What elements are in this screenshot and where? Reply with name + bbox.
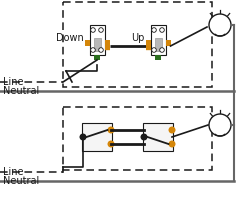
Bar <box>143 123 173 151</box>
Circle shape <box>168 140 175 148</box>
Bar <box>155 55 161 60</box>
Circle shape <box>91 48 95 52</box>
Circle shape <box>152 28 156 32</box>
Circle shape <box>209 114 231 136</box>
Circle shape <box>99 28 103 32</box>
Text: Line: Line <box>3 167 24 177</box>
Bar <box>94 55 100 60</box>
Text: Up: Up <box>131 33 145 43</box>
Bar <box>82 123 112 151</box>
Text: Neutral: Neutral <box>3 176 39 186</box>
Circle shape <box>160 48 164 52</box>
Bar <box>166 40 170 46</box>
Bar <box>89 25 105 55</box>
Circle shape <box>168 126 175 134</box>
Bar <box>94 38 100 51</box>
Circle shape <box>80 134 87 140</box>
Text: Down: Down <box>56 33 83 43</box>
Text: Line: Line <box>3 77 24 87</box>
Circle shape <box>107 140 114 148</box>
Circle shape <box>141 134 147 140</box>
Circle shape <box>152 48 156 52</box>
Circle shape <box>209 14 231 36</box>
Bar <box>150 25 166 55</box>
Bar <box>105 40 109 46</box>
Bar <box>146 40 150 46</box>
Bar <box>154 38 161 51</box>
Circle shape <box>160 28 164 32</box>
Circle shape <box>91 28 95 32</box>
Circle shape <box>107 126 114 134</box>
Text: Neutral: Neutral <box>3 86 39 96</box>
Circle shape <box>99 48 103 52</box>
Bar <box>85 40 89 46</box>
